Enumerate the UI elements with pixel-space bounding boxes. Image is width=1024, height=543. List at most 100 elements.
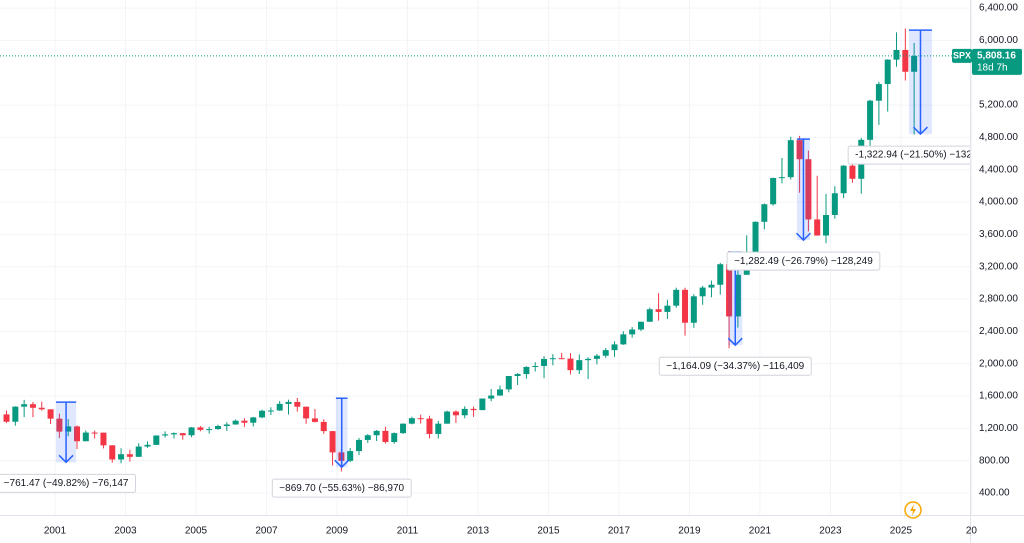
arrow-head: [912, 126, 929, 136]
candle-body: [47, 409, 54, 419]
candle-body: [690, 296, 697, 323]
candle-body: [408, 418, 415, 424]
candle-body: [215, 426, 222, 430]
replay-icon[interactable]: [904, 501, 922, 519]
candle-body: [646, 309, 653, 322]
candle-body: [91, 432, 98, 434]
y-tick-label: 4,000.00: [979, 197, 1018, 208]
price-value: 5,808.16: [977, 51, 1016, 62]
candle-body: [303, 406, 310, 419]
y-tick-label: 6,000.00: [979, 35, 1018, 46]
measure-annotation: −1,164.09 (−34.37%) −116,409: [658, 251, 812, 376]
candle-body: [206, 429, 213, 431]
candle-body: [796, 140, 803, 160]
candle-body: [778, 177, 785, 179]
candle-body: [461, 408, 468, 416]
candle-body: [593, 355, 600, 359]
candle-body: [74, 426, 81, 442]
measure-label: −1,164.09 (−34.37%) −116,409: [666, 361, 804, 372]
candle-body: [814, 219, 821, 236]
x-tick-label: 2005: [185, 526, 208, 537]
candle-body: [426, 418, 433, 434]
candle-body: [734, 274, 741, 317]
candle-body: [118, 454, 125, 460]
price-countdown: 18d 7h: [977, 63, 1008, 74]
candle-body: [400, 423, 407, 434]
candle-body: [250, 417, 257, 423]
candle-body: [12, 406, 19, 422]
candle-body: [153, 435, 160, 445]
candle-body: [629, 329, 636, 335]
measure-label: -1,322.94 (−21.50%) −132,29: [855, 150, 986, 161]
arrow-head: [58, 454, 74, 464]
candle-body: [267, 410, 274, 412]
x-tick-label: 2025: [890, 526, 913, 537]
y-tick-label: 2,800.00: [979, 294, 1018, 305]
candle-body: [382, 430, 389, 443]
candle-body: [364, 435, 371, 440]
x-tick-label: 2007: [255, 526, 278, 537]
candle-body: [717, 264, 724, 285]
x-tick-label: 2019: [678, 526, 701, 537]
arrow-head: [727, 337, 743, 347]
y-tick-label: 4,400.00: [979, 164, 1018, 175]
candle-body: [135, 446, 142, 457]
candle-body: [259, 410, 266, 418]
candle-body: [444, 411, 451, 424]
candle-body: [179, 433, 186, 436]
candle-body: [488, 395, 495, 399]
candle-body: [752, 221, 759, 254]
symbol-label: SPX: [953, 50, 971, 60]
candle-body: [56, 418, 63, 432]
candle-body: [637, 321, 644, 330]
candle-body: [884, 59, 891, 85]
candle-body: [532, 365, 539, 367]
candle-body: [867, 100, 874, 140]
candle-body: [831, 193, 838, 215]
candle-body: [197, 427, 204, 430]
candle-body: [523, 366, 530, 375]
candle-body: [82, 432, 89, 442]
candle-body: [787, 140, 794, 178]
y-tick-label: 3,200.00: [979, 261, 1018, 272]
y-tick-label: 2,000.00: [979, 358, 1018, 369]
candle-body: [602, 350, 609, 356]
y-tick-label: 6,400.00: [979, 3, 1018, 14]
candle-body: [3, 414, 10, 422]
candle-body: [541, 358, 548, 366]
price-badge: [972, 48, 1022, 75]
candle-body: [496, 389, 503, 396]
candle-body: [875, 84, 882, 101]
candle-body: [558, 358, 565, 360]
x-tick-label: 2013: [467, 526, 490, 537]
candle-body: [109, 445, 116, 460]
y-tick-label: 3,600.00: [979, 229, 1018, 240]
x-tick-label: 2023: [819, 526, 842, 537]
candle-body: [391, 433, 398, 443]
grid: [0, 0, 972, 515]
candle-body: [100, 432, 107, 446]
y-tick-label: 400.00: [979, 488, 1010, 499]
measure-label-bg: [658, 356, 812, 376]
candle-body: [708, 284, 715, 288]
candle-body: [65, 426, 72, 432]
candle-body: [470, 408, 477, 411]
candle-body: [726, 264, 733, 317]
candle-body: [823, 214, 830, 236]
candle-body: [144, 444, 151, 447]
y-tick-label: 800.00: [979, 455, 1010, 466]
measure-annotation: -1,322.94 (−21.50%) −132,29: [847, 29, 986, 165]
candle-body: [567, 358, 574, 371]
x-tick-label: 2009: [326, 526, 349, 537]
candle-body: [126, 454, 133, 457]
measure-annotation: −761.47 (−49.82%) −76,147: [0, 401, 137, 493]
y-tick-label: 5,200.00: [979, 100, 1018, 111]
candle-body: [241, 420, 248, 423]
candle-body: [294, 401, 301, 407]
candle-body: [452, 411, 459, 416]
candle-body: [655, 309, 662, 312]
candle-body: [549, 358, 556, 360]
candle-body: [761, 204, 768, 222]
